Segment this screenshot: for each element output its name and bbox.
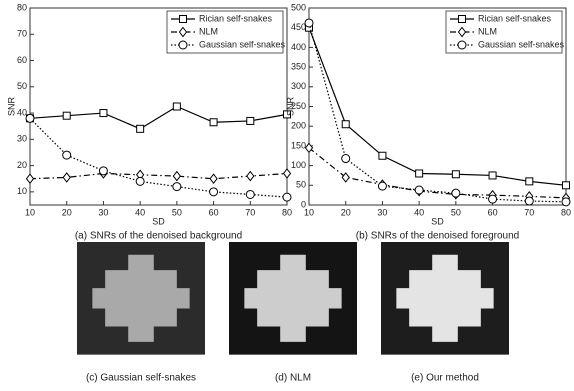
y-tick-label: 200 [291, 121, 306, 131]
marker [416, 170, 423, 177]
y-tick-label: 450 [291, 22, 306, 32]
marker [173, 183, 181, 191]
x-tick-label: 70 [245, 207, 255, 217]
legend-marker [180, 16, 187, 23]
marker [283, 193, 291, 201]
x-axis-label: SD [152, 216, 165, 226]
caption: (b) SNRs of the denoised foreground [356, 231, 519, 242]
caption: (a) SNRs of the denoised background [75, 231, 242, 242]
marker [173, 103, 180, 110]
page: 10 20 30 40 50 60 70 80 10 20 30 40 50 60 70 80 SD SNR (a)… [0, 0, 574, 391]
y-tick-label: 300 [291, 81, 306, 91]
y-tick-label: 400 [291, 42, 306, 52]
x-tick-label: 20 [341, 207, 351, 217]
legend-label: Rician self-snakes [478, 13, 552, 23]
marker [305, 19, 313, 27]
marker [26, 114, 34, 122]
marker [526, 178, 533, 185]
marker [563, 182, 570, 189]
y-tick-label: 500 [291, 2, 306, 12]
x-tick-label: 50 [172, 207, 182, 217]
marker [63, 112, 70, 119]
marker [342, 155, 350, 163]
marker [136, 177, 144, 185]
marker [210, 119, 217, 126]
y-tick-label: 150 [291, 140, 306, 150]
marker [415, 186, 423, 194]
marker [562, 198, 570, 206]
marker [99, 167, 107, 175]
y-tick-label: 40 [17, 107, 27, 117]
legend-label: Gaussian self-snakes [199, 39, 286, 49]
legend-label: Gaussian self-snakes [478, 39, 565, 49]
x-tick-label: 10 [304, 207, 314, 217]
legend-label: NLM [199, 26, 218, 36]
marker [378, 182, 386, 190]
y-tick-label: 70 [17, 29, 27, 39]
x-tick-label: 30 [98, 207, 108, 217]
image-caption: (e) Our method [411, 373, 479, 384]
x-tick-label: 40 [135, 207, 145, 217]
legend-label: NLM [478, 26, 497, 36]
y-tick-label: 80 [17, 2, 27, 12]
x-axis-label: SD [431, 216, 444, 226]
marker [452, 171, 459, 178]
legend-marker [459, 16, 466, 23]
figure: 10 20 30 40 50 60 70 80 10 20 30 40 50 60 70 80 SD SNR (a)… [0, 0, 574, 386]
x-tick-label: 30 [377, 207, 387, 217]
marker [63, 151, 71, 159]
x-tick-label: 10 [25, 207, 35, 217]
marker [100, 110, 107, 117]
marker [137, 125, 144, 132]
x-tick-label: 60 [488, 207, 498, 217]
marker [379, 152, 386, 159]
image-caption: (d) NLM [275, 373, 311, 384]
x-tick-label: 40 [414, 207, 424, 217]
marker [342, 121, 349, 128]
x-tick-label: 50 [451, 207, 461, 217]
marker [246, 190, 254, 198]
x-tick-label: 80 [282, 207, 292, 217]
legend-marker [179, 41, 187, 49]
marker [210, 188, 218, 196]
x-tick-label: 70 [524, 207, 534, 217]
marker [525, 197, 533, 205]
y-tick-label: 20 [17, 160, 27, 170]
image-caption: (c) Gaussian self-snakes [86, 373, 196, 384]
marker [489, 172, 496, 179]
marker [489, 195, 497, 203]
x-tick-label: 60 [209, 207, 219, 217]
x-tick-label: 20 [62, 207, 72, 217]
y-tick-label: 10 [17, 186, 27, 196]
marker [247, 117, 254, 124]
legend-marker [458, 41, 466, 49]
y-tick-label: 30 [17, 134, 27, 144]
x-tick-label: 80 [561, 207, 571, 217]
y-tick-label: 50 [17, 81, 27, 91]
legend-label: Rician self-snakes [199, 13, 273, 23]
y-tick-label: 100 [291, 160, 306, 170]
y-tick-label: 50 [296, 180, 306, 190]
y-axis-label: SNR [6, 97, 16, 117]
y-tick-label: 60 [17, 55, 27, 65]
y-tick-label: 350 [291, 61, 306, 71]
y-axis-label: SNR [285, 97, 295, 117]
marker [452, 189, 460, 197]
